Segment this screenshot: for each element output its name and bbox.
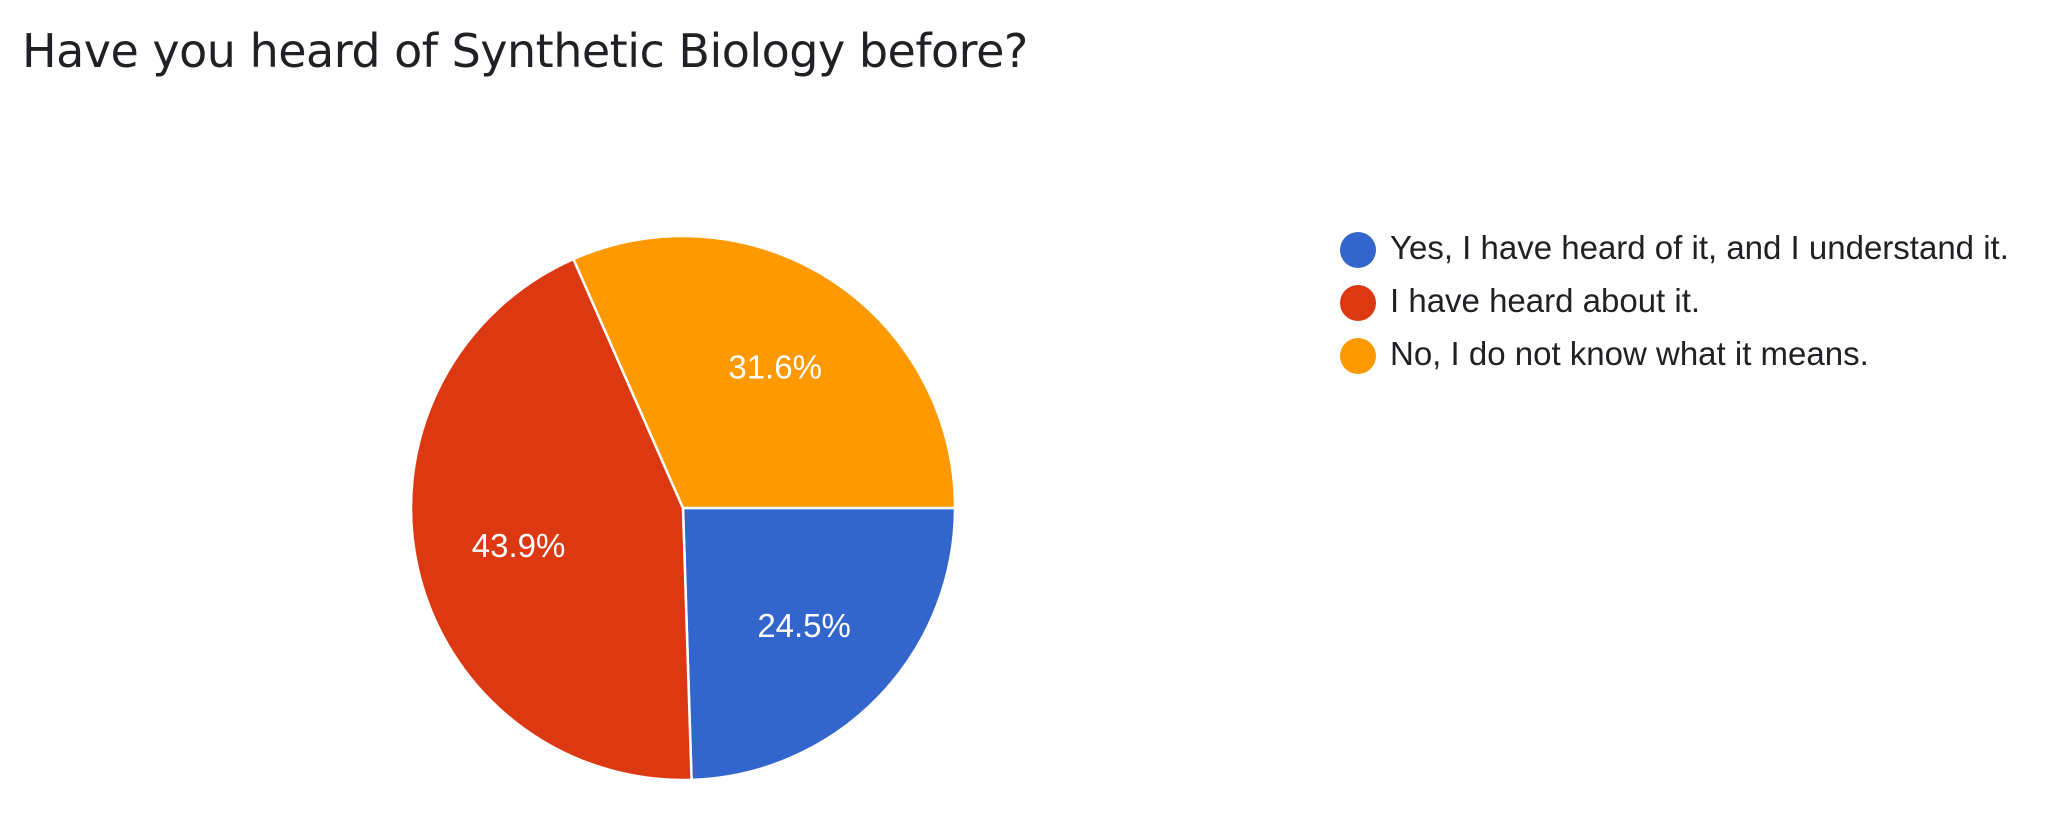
legend-item-do-not-know[interactable]: No, I do not know what it means. [1340,334,2040,379]
legend-label: I have heard about it. [1390,282,1701,319]
legend-swatch-icon [1340,338,1376,374]
legend-label: No, I do not know what it means. [1390,335,1869,372]
legend-swatch-icon [1340,232,1376,268]
slice-value-label-0: 24.5% [757,607,851,644]
pie-slice-labels: 24.5% 43.9% 31.6% [472,348,851,644]
legend-item-heard-about[interactable]: I have heard about it. [1340,281,2040,326]
slice-value-label-2: 31.6% [728,348,822,385]
pie-slice-0[interactable] [681,506,957,782]
chart-title: Have you heard of Synthetic Biology befo… [22,24,1028,78]
slice-value-label-1: 43.9% [472,527,566,564]
chart-legend: Yes, I have heard of it, and I understan… [1340,228,2040,387]
pie-slice-1[interactable] [409,257,693,782]
pie-slice-2[interactable] [572,234,957,510]
legend-item-yes-understand[interactable]: Yes, I have heard of it, and I understan… [1340,228,2040,273]
pie-slices [409,234,957,782]
legend-label: Yes, I have heard of it, and I understan… [1390,229,2009,266]
legend-swatch-icon [1340,285,1376,321]
